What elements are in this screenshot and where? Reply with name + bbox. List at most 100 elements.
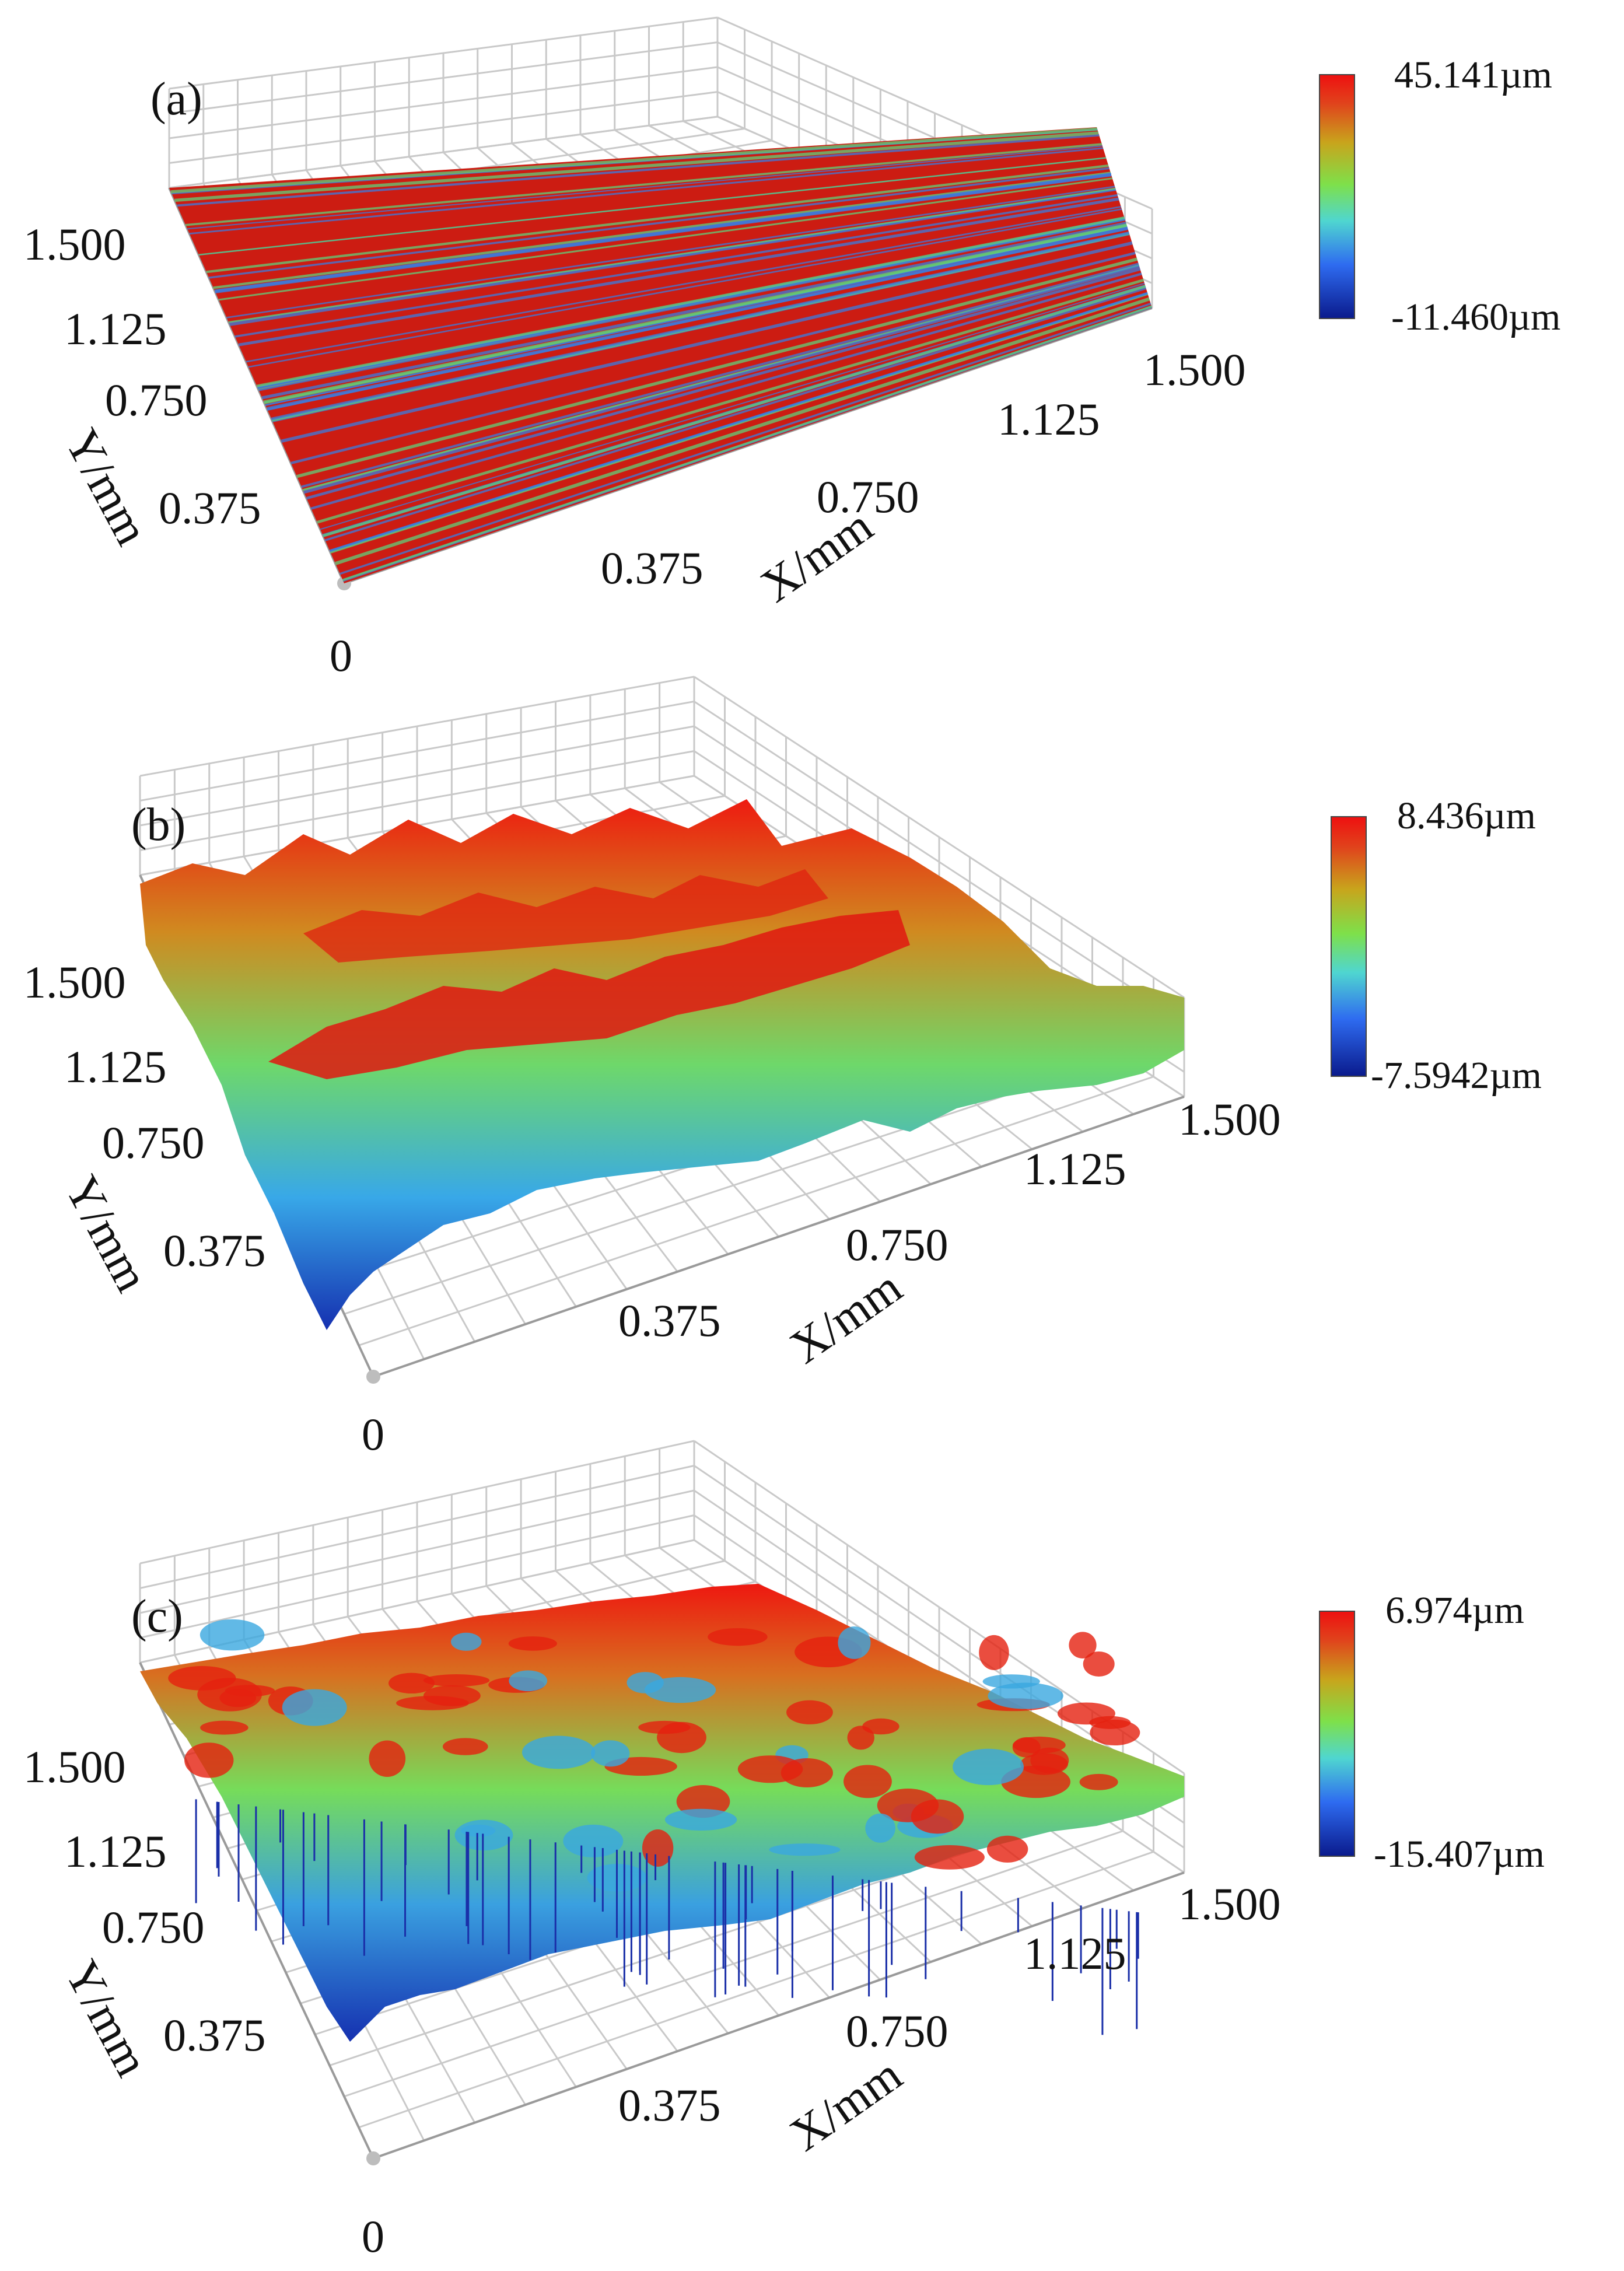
surface-groove [335, 297, 1150, 565]
wall-grid-line [139, 750, 695, 851]
surface-peak [769, 1843, 841, 1856]
surface-peak [1030, 1747, 1069, 1773]
wall-grid-line [169, 116, 718, 189]
surface-groove [258, 218, 1125, 391]
surface-peak [200, 1720, 249, 1735]
surface-peak [388, 1672, 435, 1694]
panel-b-origin-label: 0 [362, 1409, 384, 1460]
panel-a-colorbar-max: 45.141µm [1394, 54, 1552, 96]
surface-groove [235, 194, 1118, 338]
surface-groove [248, 208, 1122, 368]
wall-grid-line [169, 16, 718, 90]
surface-groove [263, 223, 1128, 404]
surface-groove [218, 177, 1113, 301]
panel-c-origin-label: 0 [362, 2211, 384, 2262]
wall-grid-line [694, 676, 1185, 999]
panel-b-y-tick: 1.500 [23, 957, 126, 1007]
surface-peak [442, 1738, 488, 1755]
panel-c-y-ticks: 1.500 1.125 0.750 0.375 [23, 1741, 266, 2060]
surface-peak [197, 1678, 262, 1712]
surface-peak [509, 1670, 548, 1692]
wall-grid-line [139, 701, 695, 802]
panel-c-colorbar: 6.974µm -15.407µm [1319, 1589, 1545, 1875]
surface-groove [261, 222, 1126, 400]
panel-b-label: (b) [131, 799, 186, 851]
panel-a-y-tick: 1.125 [64, 303, 167, 354]
panel-b-y-tick: 0.750 [102, 1117, 205, 1168]
panel-c: (c) 1.500 1.125 0.750 0.375 Y/mm 0 0.375… [23, 1440, 1545, 2262]
panel-c-y-tick: 0.375 [163, 2010, 266, 2060]
surface-groove [170, 127, 1098, 194]
panel-c-x-tick: 1.125 [1024, 1928, 1126, 1979]
panel-a-y-axis-label: Y/mm [55, 421, 159, 554]
surface-groove [281, 241, 1133, 443]
surface-groove [228, 187, 1116, 323]
surface-groove [226, 186, 1115, 319]
panel-b-y-ticks: 1.500 1.125 0.750 0.375 [23, 957, 266, 1276]
panel-b-x-tick: 1.500 [1178, 1094, 1281, 1145]
panel-a-x-tick: 0.375 [601, 543, 704, 593]
surface-groove [306, 268, 1141, 500]
surface-peak [591, 1740, 630, 1767]
panel-c-y-axis-label: Y/mm [55, 1952, 159, 2085]
panel-a-colorbar-gradient [1319, 74, 1355, 319]
panel-a-colorbar-min: -11.460µm [1391, 296, 1560, 338]
panel-c-colorbar-min: -15.407µm [1374, 1833, 1545, 1875]
surface-groove [340, 302, 1152, 575]
surface-groove [187, 145, 1102, 230]
panel-c-colorbar-max: 6.974µm [1385, 1589, 1524, 1632]
panel-c-label: (c) [131, 1591, 183, 1642]
surface-groove [208, 167, 1110, 279]
surface-groove [186, 143, 1102, 226]
panel-b-colorbar-max: 8.436µm [1397, 795, 1536, 837]
surface-peak [1083, 1651, 1115, 1677]
surface-groove [238, 197, 1119, 347]
panel-b-y-axis-label: Y/mm [55, 1167, 159, 1300]
surface-peak [911, 1799, 964, 1834]
panel-a-y-ticks: 1.500 1.125 0.750 0.375 [23, 219, 261, 533]
surface-groove [342, 305, 1152, 582]
surface-peak [786, 1700, 833, 1724]
panel-c-x-tick: 1.500 [1178, 1878, 1281, 1929]
wall-grid-line [139, 676, 695, 777]
surface-groove [229, 189, 1116, 326]
surface-peak [423, 1685, 481, 1706]
panel-b-colorbar-min: -7.5942µm [1371, 1054, 1542, 1097]
panel-c-colorbar-gradient [1319, 1611, 1355, 1857]
surface-peak [369, 1740, 406, 1777]
panel-c-y-tick: 1.125 [64, 1826, 167, 1877]
surface-peak [184, 1742, 234, 1778]
surface-groove [303, 265, 1140, 494]
surface-peak [1079, 1773, 1118, 1790]
surface-peak [657, 1721, 706, 1754]
wall-grid-line [139, 725, 695, 827]
panel-a-x-tick: 1.500 [1143, 344, 1246, 395]
panel-c-pits [195, 1799, 1139, 2035]
wall-grid-line [139, 1489, 695, 1614]
wall-grid-line [169, 91, 718, 164]
panel-b-x-tick: 0.375 [618, 1295, 721, 1346]
panel-a: (a) 1.500 1.125 0.750 0.375 Y/mm 0 0.375… [23, 16, 1560, 681]
surface-groove [301, 263, 1139, 488]
surface-groove [177, 134, 1100, 207]
surface-groove [213, 172, 1111, 289]
panel-b-y-tick: 0.375 [163, 1225, 266, 1276]
panel-a-y-tick: 0.375 [159, 482, 261, 533]
panel-b-x-ticks: 0.375 0.750 1.125 1.500 [618, 1094, 1281, 1346]
panel-a-label: (a) [150, 74, 202, 125]
surface-groove [267, 227, 1128, 411]
surface-peak [563, 1824, 624, 1857]
surface-peak [1069, 1632, 1097, 1659]
surface-groove [323, 285, 1146, 537]
surface-groove [189, 147, 1104, 235]
panel-c-x-tick: 0.375 [618, 2080, 721, 2130]
surface-peak [454, 1819, 513, 1851]
wall-grid-line [694, 701, 1185, 1023]
surface-groove [206, 164, 1109, 274]
panel-a-origin-label: 0 [330, 630, 352, 681]
origin-marker [366, 1370, 380, 1384]
panel-b: (b) 1.500 1.125 0.750 0.375 Y/mm 0 0.375… [23, 676, 1542, 1460]
surface-peak [1057, 1702, 1115, 1725]
wall-grid-line [169, 41, 718, 114]
x-axis-line [373, 1096, 1185, 1378]
